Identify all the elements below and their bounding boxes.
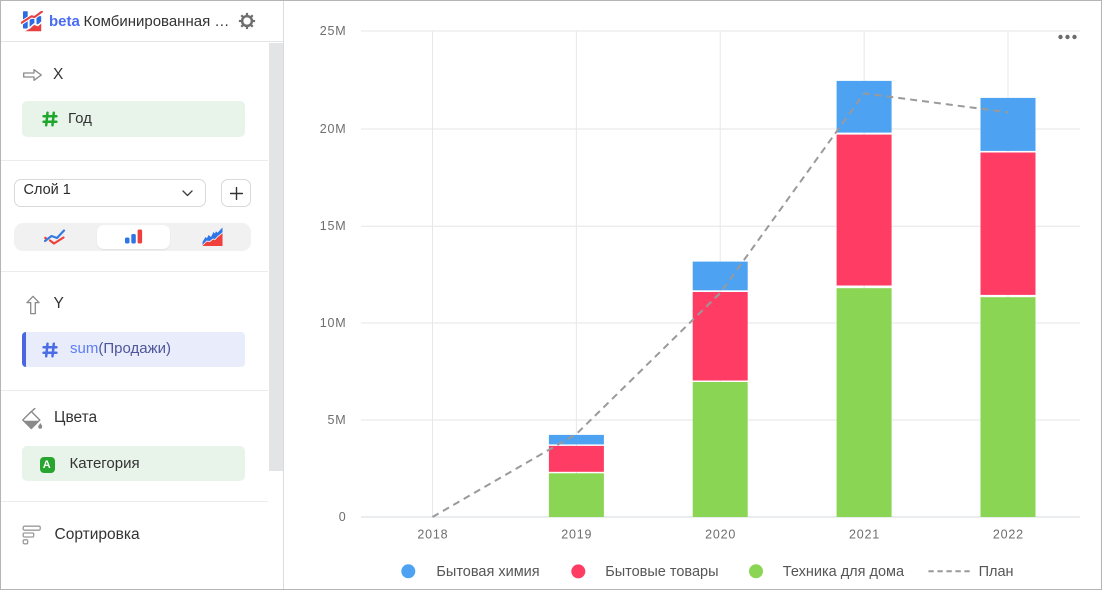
svg-text:15M: 15M (320, 219, 347, 233)
svg-text:2020: 2020 (705, 527, 736, 541)
svg-text:Бытовая химия: Бытовая химия (436, 564, 539, 580)
svg-text:2019: 2019 (561, 527, 592, 541)
svg-text:Бытовые товары: Бытовые товары (605, 564, 718, 580)
svg-text:План: План (979, 564, 1014, 580)
svg-text:2021: 2021 (849, 527, 880, 541)
svg-text:2022: 2022 (993, 527, 1024, 541)
svg-text:0: 0 (339, 510, 347, 524)
svg-text:2018: 2018 (417, 527, 448, 541)
svg-text:5M: 5M (328, 413, 347, 427)
svg-text:25M: 25M (320, 24, 347, 38)
svg-text:10M: 10M (320, 316, 347, 330)
svg-text:20M: 20M (320, 122, 347, 136)
svg-text:Техника для дома: Техника для дома (783, 564, 905, 580)
